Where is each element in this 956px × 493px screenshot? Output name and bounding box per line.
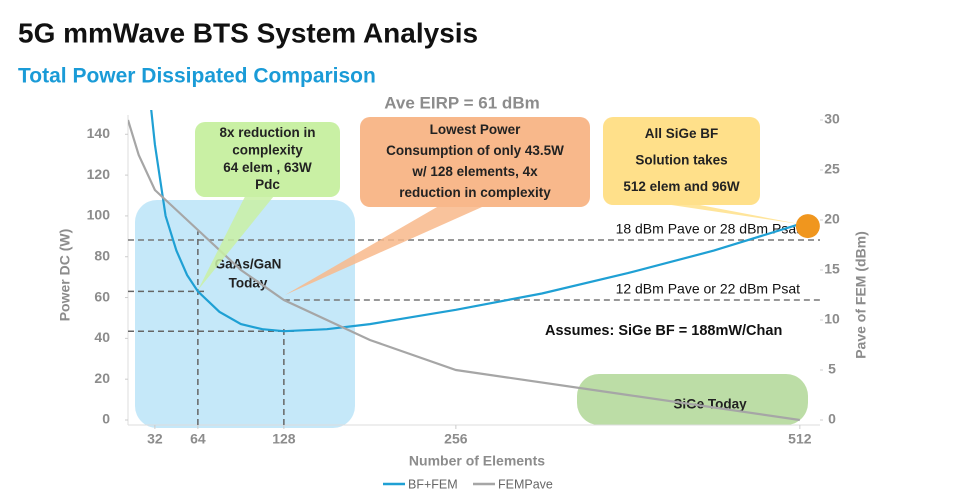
series-line bbox=[128, 119, 800, 422]
plot-area bbox=[128, 110, 801, 422]
y-tick-label: 80 bbox=[94, 247, 110, 263]
y-tick-label: 120 bbox=[87, 166, 111, 182]
y2-tick-label: 5 bbox=[828, 361, 836, 377]
x-tick-label: 64 bbox=[190, 431, 206, 447]
callout-box bbox=[603, 117, 760, 205]
highlight-point bbox=[795, 214, 820, 239]
callout-pointer bbox=[285, 205, 487, 295]
callout-text: 512 elem and 96W bbox=[623, 179, 740, 194]
y2-axis-label: Pave of FEM (dBm) bbox=[853, 231, 869, 359]
callout-text: All SiGe BF bbox=[645, 126, 719, 141]
x-tick-label: 128 bbox=[272, 431, 296, 447]
note: Assumes: SiGe BF = 188mW/Chan bbox=[545, 323, 782, 339]
callout-text: complexity bbox=[232, 142, 303, 157]
callout-text: reduction in complexity bbox=[399, 185, 551, 200]
callout-text: 64 elem , 63W bbox=[223, 160, 312, 175]
region-label: Today bbox=[229, 276, 268, 291]
callout-text: Pdc bbox=[255, 177, 280, 192]
x-tick-label: 256 bbox=[444, 431, 468, 447]
legend-label: FEMPave bbox=[498, 477, 553, 491]
y-tick-label: 60 bbox=[94, 288, 110, 304]
x-axis-label: Number of Elements bbox=[409, 453, 545, 469]
y2-tick-label: 30 bbox=[824, 111, 840, 127]
series-line bbox=[150, 110, 801, 333]
x-tick-label: 32 bbox=[147, 431, 163, 447]
y-tick-label: 140 bbox=[87, 125, 111, 141]
y2-tick-label: 15 bbox=[824, 261, 840, 277]
y2-tick-label: 25 bbox=[824, 161, 840, 177]
callout-box bbox=[360, 117, 590, 207]
region-label: SiGe Today bbox=[673, 397, 747, 412]
region-label: GaAs/GaN bbox=[215, 257, 282, 272]
callout-pointer bbox=[198, 195, 275, 290]
callout-text: 8x reduction in bbox=[219, 125, 315, 140]
region bbox=[135, 200, 355, 428]
subtitle: Total Power Dissipated Comparison bbox=[18, 65, 376, 88]
y2-tick-label: 10 bbox=[824, 311, 840, 327]
y-tick-label: 100 bbox=[87, 207, 111, 223]
y-tick-label: 0 bbox=[102, 411, 110, 427]
reference-label: 18 dBm Pave or 28 dBm Psat bbox=[616, 221, 801, 237]
callout-text: Lowest Power bbox=[430, 122, 522, 137]
y-tick-label: 40 bbox=[94, 329, 110, 345]
y2-tick-label: 0 bbox=[828, 411, 836, 427]
callout-text: Solution takes bbox=[635, 153, 727, 168]
chart-title: Ave EIRP = 61 dBm bbox=[384, 93, 539, 112]
legend-label: BF+FEM bbox=[408, 477, 458, 491]
y-tick-label: 20 bbox=[94, 370, 110, 386]
x-tick-label: 512 bbox=[788, 431, 812, 447]
callout-box bbox=[195, 122, 340, 197]
reference-label: 12 dBm Pave or 22 dBm Psat bbox=[616, 281, 801, 297]
callout-pointer bbox=[657, 203, 800, 225]
y2-tick-label: 20 bbox=[824, 211, 840, 227]
callout-text: Consumption of only 43.5W bbox=[386, 143, 564, 158]
callout-text: w/ 128 elements, 4x bbox=[411, 164, 538, 179]
page-title: 5G mmWave BTS System Analysis bbox=[18, 17, 478, 48]
y-axis-label: Power DC (W) bbox=[57, 229, 73, 322]
